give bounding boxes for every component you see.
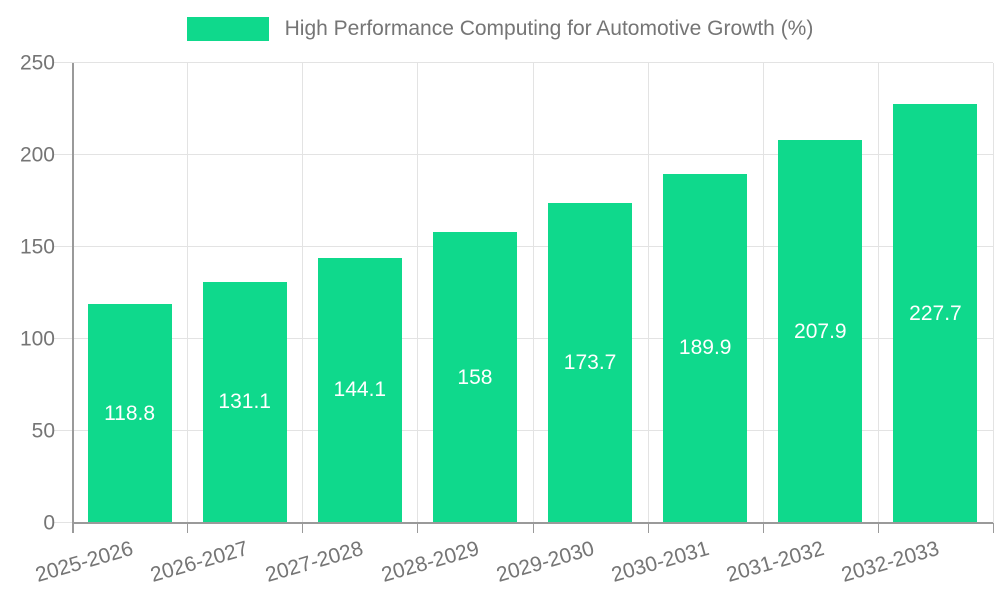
x-axis-tick bbox=[877, 523, 879, 533]
bar-value-label: 131.1 bbox=[218, 390, 271, 414]
legend-label: High Performance Computing for Automotiv… bbox=[284, 17, 814, 40]
bar[interactable]: 118.8 bbox=[87, 304, 172, 523]
bar-value-label: 118.8 bbox=[104, 401, 156, 425]
gridline-vertical bbox=[877, 63, 879, 523]
bar-value-label: 144.1 bbox=[333, 378, 387, 402]
x-axis-tick bbox=[302, 523, 304, 533]
x-axis-tick bbox=[532, 523, 534, 533]
bar-value-label: 158 bbox=[457, 365, 493, 389]
x-axis-tick bbox=[417, 523, 419, 533]
bar-value-label: 207.9 bbox=[794, 319, 847, 343]
bar[interactable]: 173.7 bbox=[548, 203, 633, 523]
bar[interactable]: 207.9 bbox=[778, 140, 863, 523]
gridline-horizontal bbox=[53, 246, 993, 247]
gridline-horizontal bbox=[53, 338, 993, 339]
gridline-horizontal bbox=[53, 62, 993, 63]
gridline-vertical bbox=[647, 63, 649, 523]
gridline-vertical bbox=[993, 63, 994, 523]
x-category-label: 2031-2032 bbox=[723, 537, 827, 587]
x-category-label: 2032-2033 bbox=[838, 537, 942, 587]
gridline-vertical bbox=[762, 63, 764, 523]
x-category-label: 2027-2028 bbox=[263, 537, 367, 587]
y-tick-label: 150 bbox=[19, 235, 55, 259]
gridline-vertical bbox=[532, 63, 534, 523]
gridline-vertical bbox=[417, 63, 419, 523]
x-category-label: 2029-2030 bbox=[493, 537, 597, 587]
y-tick-label: 200 bbox=[19, 143, 55, 167]
bar[interactable]: 189.9 bbox=[663, 173, 748, 523]
legend-item-hpc[interactable]: High Performance Computing for Automotiv… bbox=[186, 17, 814, 41]
gridline-horizontal bbox=[53, 430, 993, 431]
gridline-vertical bbox=[187, 63, 189, 523]
plot-area: 0 50 100 150 200 250 118.8 131.1 144.1 158 173.7 18… bbox=[20, 53, 994, 587]
x-axis-tick bbox=[762, 523, 764, 533]
x-category-label: 2026-2027 bbox=[148, 537, 252, 587]
x-axis-tick bbox=[187, 523, 189, 533]
bar-value-label: 227.7 bbox=[909, 301, 962, 325]
x-category-label: 2028-2029 bbox=[378, 537, 482, 587]
y-tick-label: 100 bbox=[19, 327, 55, 351]
bar[interactable]: 158 bbox=[432, 232, 517, 523]
y-tick-label: 50 bbox=[31, 419, 55, 443]
bar[interactable]: 144.1 bbox=[317, 257, 402, 523]
y-axis-line bbox=[72, 63, 74, 533]
gridline-horizontal bbox=[53, 154, 993, 155]
legend-swatch bbox=[186, 17, 269, 41]
y-tick-label: 0 bbox=[43, 511, 55, 535]
x-axis-tick bbox=[993, 523, 994, 533]
bar-value-label: 173.7 bbox=[563, 351, 617, 375]
x-axis-tick bbox=[647, 523, 649, 533]
y-tick-label: 250 bbox=[19, 51, 55, 75]
bar[interactable]: 227.7 bbox=[893, 104, 978, 523]
x-axis-tick bbox=[72, 523, 73, 533]
x-category-label: 2025-2026 bbox=[33, 537, 136, 587]
gridline-vertical bbox=[302, 63, 304, 523]
x-category-label: 2030-2031 bbox=[608, 537, 712, 587]
bar-value-label: 189.9 bbox=[678, 336, 732, 360]
legend: High Performance Computing for Automotiv… bbox=[0, 17, 1000, 41]
bar[interactable]: 131.1 bbox=[202, 281, 287, 523]
